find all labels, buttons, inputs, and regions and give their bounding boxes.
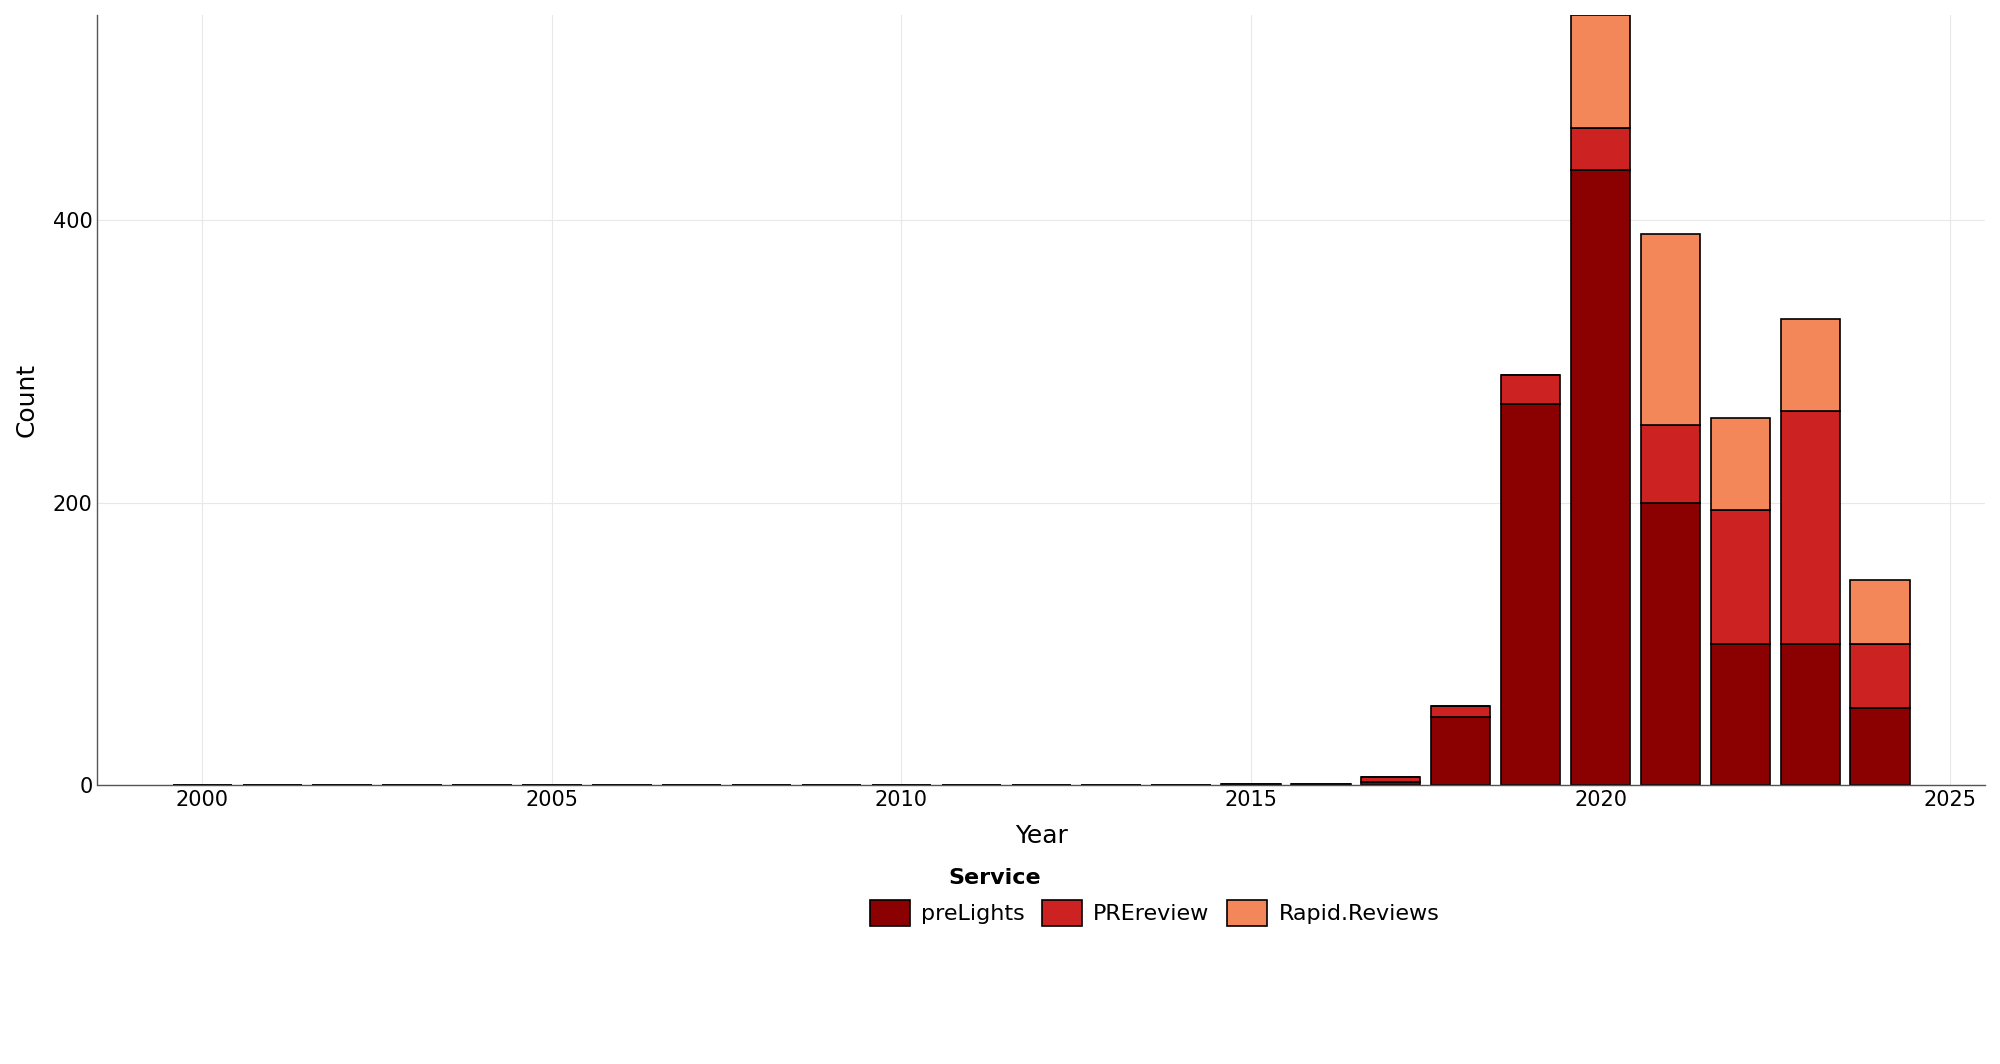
Bar <box>1430 706 1490 717</box>
Y-axis label: Count: Count <box>14 363 38 437</box>
Text: Service: Service <box>948 868 1042 887</box>
Bar <box>1570 128 1630 170</box>
Bar <box>1710 510 1770 644</box>
Bar <box>1640 234 1700 425</box>
Bar <box>1710 418 1770 510</box>
Bar <box>1850 708 1910 785</box>
Legend: preLights, PREreview, Rapid.Reviews: preLights, PREreview, Rapid.Reviews <box>858 888 1450 936</box>
Bar <box>1500 403 1560 785</box>
Bar <box>1780 411 1840 644</box>
Bar <box>1570 170 1630 785</box>
Bar <box>1780 644 1840 785</box>
Bar <box>1570 15 1630 128</box>
Bar <box>1222 784 1280 785</box>
Bar <box>1430 717 1490 785</box>
Bar <box>1850 580 1910 644</box>
X-axis label: Year: Year <box>1014 824 1068 848</box>
Bar <box>1780 319 1840 411</box>
Bar <box>1640 425 1700 502</box>
Bar <box>1362 782 1420 785</box>
Bar <box>1640 502 1700 785</box>
Bar <box>1850 644 1910 708</box>
Bar <box>1292 784 1350 785</box>
Bar <box>1500 376 1560 403</box>
Bar <box>1710 644 1770 785</box>
Bar <box>1362 777 1420 782</box>
